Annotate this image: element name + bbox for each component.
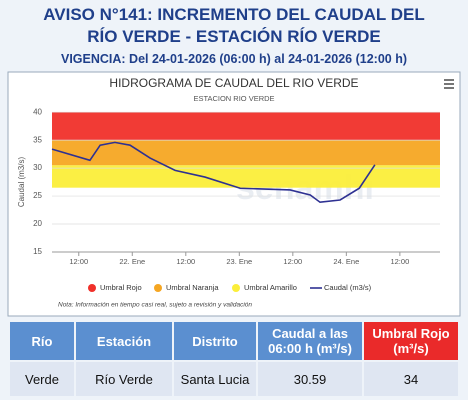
title-line: AVISO N°141: INCREMENTO DEL CAUDAL DEL <box>43 5 425 24</box>
chart: HIDROGRAMA DE CAUDAL DEL RIO VERDE ESTAC… <box>7 71 461 317</box>
legend-marker <box>154 284 162 292</box>
x-tick-label: 24. Ene <box>333 257 359 266</box>
x-tick-label: 12:00 <box>176 257 195 266</box>
legend-marker <box>88 284 96 292</box>
threshold-band <box>52 112 440 141</box>
y-tick-label: 20 <box>33 219 42 228</box>
legend-label: Umbral Naranja <box>166 283 219 292</box>
title: AVISO N°141: INCREMENTO DEL CAUDAL DEL RÍ… <box>0 4 468 48</box>
threshold-band <box>52 165 440 188</box>
x-tick-label: 22. Ene <box>119 257 145 266</box>
header-cell: Distrito <box>174 322 256 360</box>
header-cell: Río <box>10 322 74 360</box>
cell: 30.59 <box>258 362 362 396</box>
y-tick-label: 25 <box>33 191 42 200</box>
header-cell: Estación <box>76 322 172 360</box>
line <box>51 141 376 204</box>
legend-label: Umbral Amarillo <box>244 283 297 292</box>
legend-label: Umbral Rojo <box>100 283 142 292</box>
y-axis-label: Caudal (m3/s) <box>17 157 26 208</box>
header-cell: Caudal a las 06:00 h (m³/s) <box>258 322 362 360</box>
validity: VIGENCIA: Del 24-01-2026 (06:00 h) al 24… <box>61 52 407 66</box>
cell: Verde <box>10 362 74 396</box>
cell: 34 <box>364 362 458 396</box>
y-tick-label: 30 <box>33 163 42 172</box>
header-row: Río Estación Distrito Caudal a las 06:00… <box>10 322 458 360</box>
legend-marker <box>232 284 240 292</box>
note: Nota: Información en tiempo casi real, s… <box>58 302 252 309</box>
x-tick-label: 12:00 <box>390 257 409 266</box>
x-tick-label: 12:00 <box>69 257 88 266</box>
cell: Río Verde <box>76 362 172 396</box>
chart-subtitle: ESTACION RIO VERDE <box>193 94 274 103</box>
header-cell: Umbral Rojo (m³/s) <box>364 322 458 360</box>
menu-icon[interactable] <box>444 79 454 89</box>
data-row: Verde Río Verde Santa Lucia 30.59 34 <box>10 362 458 396</box>
y-tick-label: 35 <box>33 135 42 144</box>
title-line: RÍO VERDE - ESTACIÓN RÍO VERDE <box>87 27 381 46</box>
x-tick-label: 23. Ene <box>226 257 252 266</box>
threshold-band <box>52 140 440 166</box>
chart-frame <box>7 71 461 317</box>
chart-title: HIDROGRAMA DE CAUDAL DEL RIO VERDE <box>109 76 358 90</box>
data-table: Río Estación Distrito Caudal a las 06:00… <box>8 320 460 398</box>
x-tick-label: 12:00 <box>283 257 302 266</box>
legend-label: Caudal (m3/s) <box>324 283 372 292</box>
cell: Santa Lucia <box>174 362 256 396</box>
y-tick-label: 15 <box>33 247 42 256</box>
y-tick-label: 40 <box>33 107 42 116</box>
